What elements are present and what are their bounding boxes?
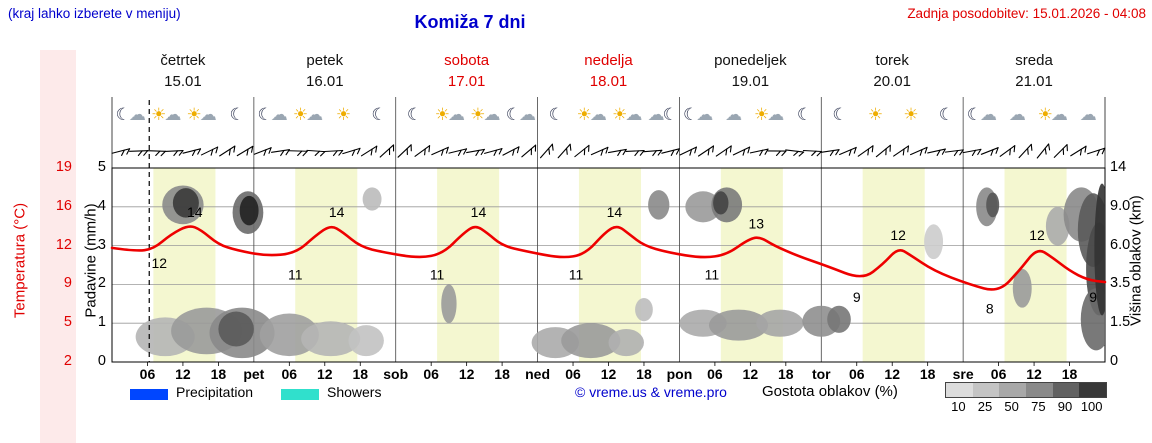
- cloud-layer: [135, 183, 1105, 359]
- temperature-point-label: 11: [288, 266, 303, 282]
- temperature-curve: [110, 225, 1107, 291]
- cloud-blob: [635, 297, 653, 322]
- temperature-point-label: 9: [1089, 289, 1097, 305]
- cloud-blob: [648, 190, 670, 220]
- wind-barbs: [111, 143, 1106, 159]
- temperature-point-label: 11: [430, 266, 445, 282]
- cloud-blob: [1045, 206, 1070, 246]
- daylight-band: [437, 168, 500, 362]
- cloud-blob: [827, 305, 851, 333]
- cloud-blob: [986, 192, 1000, 218]
- temperature-point-label: 8: [986, 301, 994, 317]
- cloud-blob: [301, 321, 361, 357]
- cloud-blob: [924, 224, 944, 260]
- cloud-blob: [708, 309, 769, 341]
- temperature-axis-strip: [40, 50, 76, 443]
- temperature-point-label: 12: [890, 227, 906, 243]
- temperature-point-label: 14: [329, 204, 345, 220]
- temperature-point-label: 14: [471, 204, 487, 220]
- temperature-point-label: 14: [187, 204, 203, 220]
- temperature-point-label: 11: [569, 266, 584, 282]
- cloud-blob: [1012, 268, 1032, 308]
- cloud-blob: [239, 195, 259, 226]
- cloud-blob: [441, 284, 457, 324]
- cloud-blob: [756, 309, 804, 337]
- temperature-point-label: 14: [607, 204, 623, 220]
- cloud-blob: [713, 191, 729, 215]
- cloud-blob: [218, 311, 254, 347]
- temperature-point-label: 9: [853, 289, 861, 305]
- cloud-blob: [561, 323, 621, 359]
- temperature-point-label: 11: [705, 266, 720, 282]
- temperature-point-label: 12: [151, 255, 167, 271]
- daylight-band: [1004, 168, 1067, 362]
- daylight-band: [862, 168, 925, 362]
- temperature-point-label: 13: [748, 215, 764, 231]
- cloud-blob: [348, 325, 384, 357]
- cloud-blob: [172, 188, 199, 218]
- cloud-blob: [685, 191, 721, 223]
- cloud-blob: [608, 329, 644, 357]
- temperature-point-label: 12: [1029, 227, 1045, 243]
- cloud-blob: [362, 187, 382, 211]
